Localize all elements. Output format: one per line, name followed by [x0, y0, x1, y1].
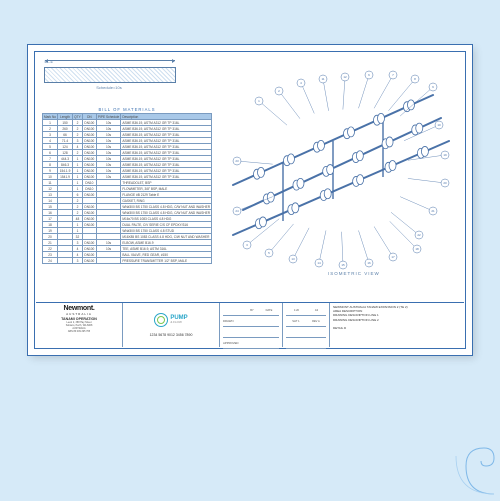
svg-text:24: 24: [235, 209, 239, 213]
svg-text:13: 13: [291, 257, 295, 261]
svg-text:21: 21: [431, 209, 435, 213]
page-corner-decoration: [436, 436, 496, 496]
description-panel: NEWMONT AUSTRALIA TANAMI EXPANSION 2 (TE…: [330, 303, 464, 347]
bill-of-materials: BILL OF MATERIALS Mark NoLengthQTYDNPIPE…: [42, 107, 212, 264]
drawing-sheet: ①–① Schedule=10s BILL OF MATERIALS Mark …: [28, 45, 472, 355]
client-panel: Newmont. AUSTRALIA TANAMI OPERATION Leve…: [36, 303, 123, 347]
dimension-line: [45, 60, 175, 61]
svg-text:23: 23: [235, 159, 239, 163]
client-country: AUSTRALIA: [39, 312, 119, 316]
signatures-panel: BYDATEDRAWNAPPROVED: [220, 303, 283, 347]
revision-panel: 1:20A3SHT 1REV A: [283, 303, 330, 347]
svg-text:16: 16: [367, 261, 371, 265]
client-address: Level 2, 388 Hay StreetSubiaco, Perth, W…: [39, 322, 119, 334]
title-block: Newmont. AUSTRALIA TANAMI OPERATION Leve…: [36, 302, 464, 347]
svg-text:19: 19: [443, 153, 447, 157]
svg-text:22: 22: [417, 233, 421, 237]
svg-text:14: 14: [317, 261, 321, 265]
bom-cell: [58, 258, 73, 264]
table-row: 24 3DN100 PRESSURE TRANSMITTER 1/2" BSP, M…: [43, 258, 212, 264]
schedule-label: Schedule=10s: [44, 85, 174, 90]
bom-table: Mark NoLengthQTYDNPIPE ScheduleDescripti…: [42, 113, 212, 264]
bom-cell: PRESSURE TRANSMITTER 1/2" BSP, MALE: [121, 258, 212, 264]
isometric-view: 124111267893513141516171810192021222324: [223, 65, 455, 275]
svg-text:17: 17: [391, 255, 395, 259]
bom-cell: DN100: [82, 258, 96, 264]
contractor-panel: PUMP & FLOW 1234 5678 9012 3456 7890: [123, 303, 220, 347]
pipe-section-bar: [44, 67, 176, 83]
contractor-sub: & FLOW: [170, 321, 187, 324]
contractor-logo: PUMP & FLOW: [154, 313, 187, 327]
bom-cell: 24: [43, 258, 58, 264]
bom-cell: 3: [73, 258, 83, 264]
bom-cell: [96, 258, 120, 264]
svg-text:18: 18: [415, 247, 419, 251]
bom-title: BILL OF MATERIALS: [42, 107, 212, 112]
svg-text:10: 10: [437, 123, 441, 127]
drawing-number: 1234 5678 9012 3456 7890: [150, 333, 193, 337]
logo-ring-icon: [154, 313, 168, 327]
svg-text:15: 15: [341, 263, 345, 267]
isometric-label: ISOMETRIC VIEW: [328, 271, 380, 276]
section-detail: ①–① Schedule=10s: [44, 59, 204, 101]
svg-text:20: 20: [443, 181, 447, 185]
client-logo-text: Newmont.: [39, 305, 119, 312]
svg-text:11: 11: [321, 77, 324, 81]
contractor-name: PUMP & FLOW: [170, 316, 187, 324]
svg-text:12: 12: [343, 75, 347, 79]
